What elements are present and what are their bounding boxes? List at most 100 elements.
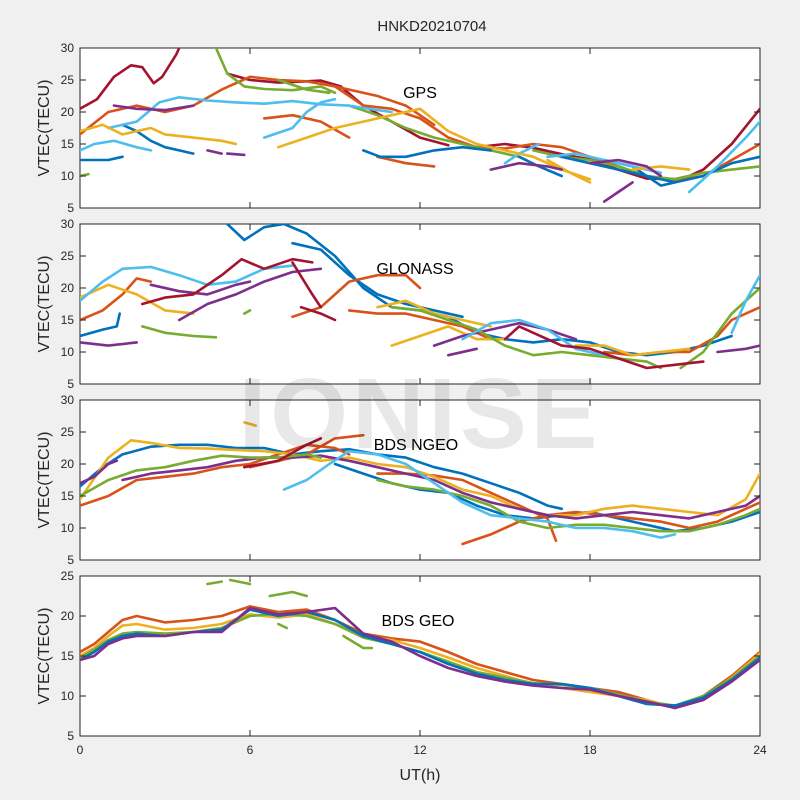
y-tick-label: 10: [61, 521, 75, 535]
series-line: [80, 605, 760, 710]
series-line: [588, 158, 663, 178]
series-line: [121, 123, 195, 155]
y-tick-label: 25: [61, 569, 75, 583]
y-tick-label: 30: [61, 41, 75, 55]
series-line: [574, 344, 691, 357]
series-line: [80, 48, 181, 111]
series-line: [80, 139, 153, 152]
series-line: [112, 104, 195, 112]
series-line: [342, 634, 374, 650]
series-line: [243, 437, 323, 469]
series-line: [277, 78, 331, 95]
series-line: [80, 459, 119, 485]
series-line: [716, 344, 760, 354]
series-line: [80, 123, 238, 146]
series-line: [277, 107, 592, 181]
series-line: [80, 277, 153, 322]
series-line: [121, 454, 760, 520]
y-tick-label: 5: [67, 729, 74, 743]
panel-2: 5 10 15 20 25 30 VTEC(TECU) BDS NGEO: [36, 393, 761, 567]
x-tick-label: 6: [247, 743, 254, 757]
x-tick-label: 12: [413, 743, 427, 757]
x-tick-label: 24: [753, 743, 767, 757]
series-line: [546, 158, 592, 184]
y-tick-label: 5: [67, 553, 74, 567]
y-tick-label: 10: [61, 345, 75, 359]
series-line: [80, 439, 760, 517]
panel-3: 5 10 15 20 25 0 6 12 18 24 VTEC(TECU) BDS GEO: [36, 569, 767, 757]
series-group: [80, 48, 760, 203]
series-line: [243, 421, 257, 427]
series-line: [282, 449, 677, 539]
y-tick-label: 30: [61, 217, 75, 231]
series-line: [226, 72, 450, 147]
series-line: [80, 608, 760, 707]
y-tick-label: 25: [61, 249, 75, 263]
y-tick-label: 25: [61, 73, 75, 87]
series-line: [489, 161, 563, 171]
y-tick-label: 15: [61, 137, 75, 151]
panel-label: GLONASS: [376, 261, 453, 278]
series-line: [376, 478, 760, 533]
series-line: [376, 155, 436, 168]
y-tick-label: 15: [61, 649, 75, 663]
x-tick-label: 0: [77, 743, 84, 757]
series-line: [214, 48, 337, 95]
series-line: [80, 312, 121, 338]
series-line: [80, 606, 760, 710]
series-line: [80, 443, 563, 511]
series-line: [560, 155, 760, 184]
series-line: [262, 113, 351, 139]
series-line: [291, 241, 464, 319]
y-tick-label: 30: [61, 393, 75, 407]
y-tick-label: 10: [61, 689, 75, 703]
series-line: [80, 453, 323, 498]
panel-0: 5 10 15 20 25 30 VTEC(TECU) GPS: [36, 41, 761, 215]
series-line: [268, 590, 308, 598]
x-tick-label: 18: [583, 743, 597, 757]
series-group: [80, 421, 760, 546]
series-line: [141, 257, 314, 306]
series-line: [243, 309, 252, 315]
series-line: [390, 305, 663, 370]
series-line: [291, 273, 422, 319]
series-line: [347, 309, 493, 341]
series-line: [80, 264, 294, 303]
y-tick-label: 20: [61, 457, 75, 471]
panel-label: BDS GEO: [382, 613, 455, 630]
series-line: [461, 318, 606, 357]
series-line: [461, 501, 760, 546]
series-line: [80, 443, 351, 507]
figure-title: HNKD20210704: [377, 18, 486, 35]
series-line: [228, 578, 252, 586]
y-tick-label: 15: [61, 313, 75, 327]
series-group: [80, 578, 760, 710]
series-line: [149, 280, 252, 296]
series-line: [80, 155, 124, 162]
y-axis-label: VTEC(TECU): [36, 608, 53, 705]
series-line: [226, 152, 246, 157]
panel-label: GPS: [403, 85, 437, 102]
y-tick-label: 20: [61, 105, 75, 119]
panels: 5 10 15 20 25 30 VTEC(TECU) GPS 5 10 15 20 25 30 VTEC(…: [36, 41, 767, 757]
y-tick-label: 20: [61, 281, 75, 295]
y-axis-label: VTEC(TECU): [36, 256, 53, 353]
series-line: [80, 341, 138, 347]
y-axis-label: VTEC(TECU): [36, 80, 53, 177]
series-line: [602, 181, 634, 203]
series-line: [291, 261, 323, 309]
y-tick-label: 5: [67, 201, 74, 215]
x-axis-label: UT(h): [400, 767, 441, 784]
y-tick-label: 15: [61, 489, 75, 503]
series-line: [687, 120, 760, 194]
axes-box: [79, 47, 761, 209]
y-tick-label: 20: [61, 609, 75, 623]
series-line: [141, 325, 218, 339]
series-line: [390, 325, 507, 347]
series-line: [319, 81, 436, 127]
watermark: IONISE: [239, 358, 602, 470]
panel-1: 5 10 15 20 25 30 VTEC(TECU) GLONASS: [36, 217, 761, 391]
series-line: [730, 273, 760, 335]
series-line: [447, 347, 478, 357]
